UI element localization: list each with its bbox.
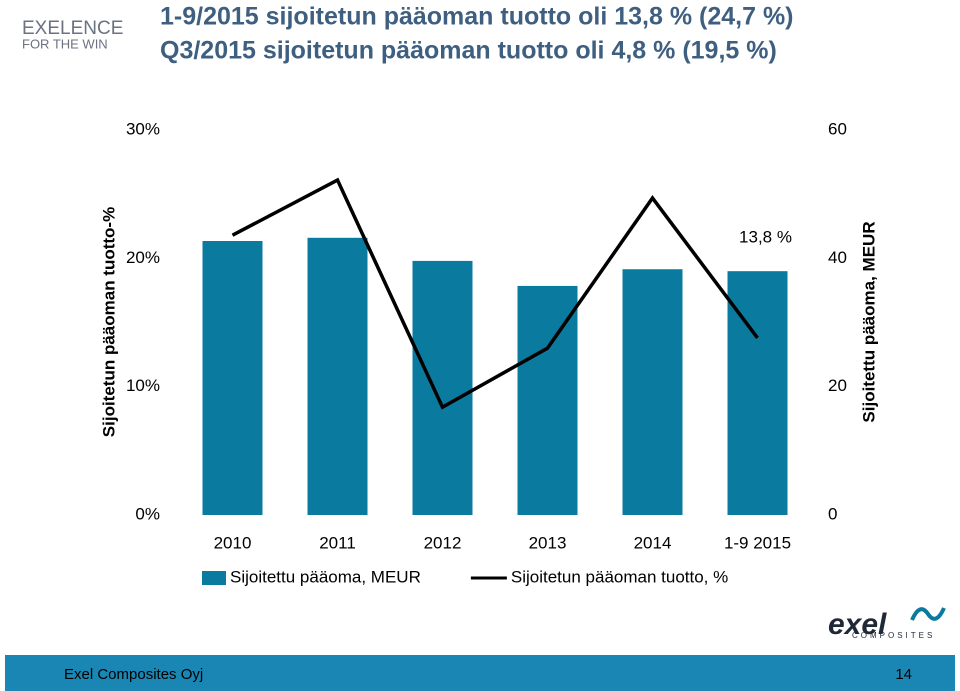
chart-title: 1-9/2015 sijoitetun pääoman tuotto oli 1…: [160, 3, 794, 31]
footer-bar: [5, 655, 955, 691]
logo-tagline: FOR THE WIN: [22, 36, 108, 51]
legend-label: Sijoitetun pääoman tuotto, %: [511, 567, 728, 586]
bar: [202, 241, 263, 515]
logo-swirl: [910, 607, 946, 621]
y-tick-label: 30%: [126, 119, 160, 138]
y2-tick-label: 40: [828, 248, 847, 267]
y-tick-label: 20%: [126, 248, 160, 267]
y2-axis-label: Sijoitettu pääoma, MEUR: [859, 221, 878, 422]
logo-top: EXELENCE: [22, 18, 123, 39]
y2-tick-label: 60: [828, 119, 847, 138]
chart-subtitle: Q3/2015 sijoitetun pääoman tuotto oli 4,…: [160, 37, 777, 65]
x-tick-label: 2013: [529, 533, 567, 552]
logo-bottom: exel: [828, 608, 887, 641]
footer-text: Exel Composites Oyj: [64, 666, 203, 683]
page-number: 14: [895, 666, 912, 683]
line: [231, 177, 759, 410]
x-tick-label: 1-9 2015: [724, 533, 791, 552]
legend-swatch: [202, 571, 226, 585]
bar: [517, 285, 578, 515]
bar: [412, 260, 473, 515]
x-tick-label: 2011: [319, 533, 356, 552]
bar: [307, 237, 368, 516]
x-tick-label: 2012: [424, 533, 462, 552]
y-tick-label: 0%: [135, 504, 160, 523]
bar: [622, 269, 683, 515]
x-tick-label: 2010: [214, 533, 252, 552]
y2-tick-label: 0: [828, 504, 837, 523]
y2-tick-label: 20: [828, 376, 847, 395]
logo-bottom-sub: COMPOSITES: [852, 631, 935, 640]
data-label: 13,8 %: [739, 227, 792, 246]
y-axis-label: Sijoitetun pääoman tuotto-%: [99, 207, 118, 437]
x-tick-label: 2014: [634, 533, 672, 552]
legend-label: Sijoitettu pääoma, MEUR: [230, 567, 421, 586]
y-tick-label: 10%: [126, 376, 160, 395]
